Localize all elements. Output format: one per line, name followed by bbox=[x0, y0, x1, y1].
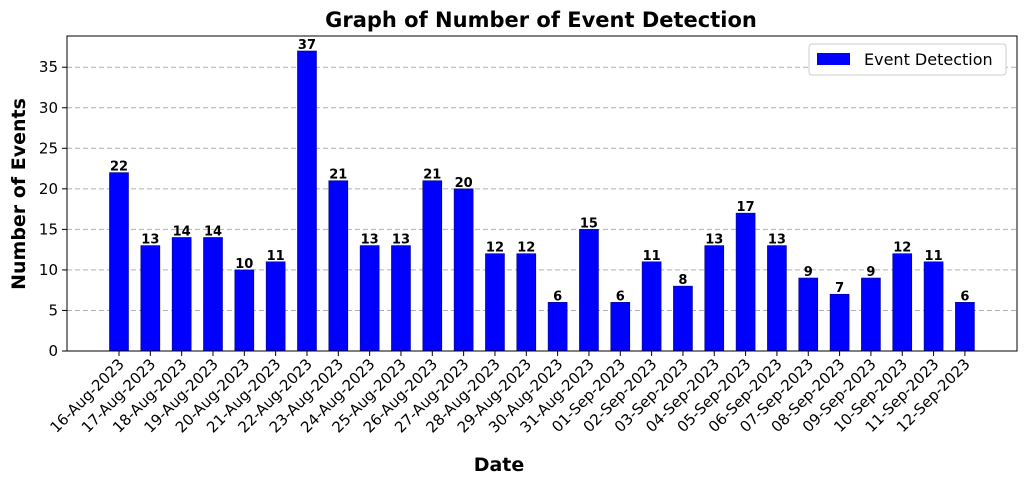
data-label: 14 bbox=[204, 224, 222, 239]
y-tick-label: 30 bbox=[39, 99, 58, 117]
bar bbox=[641, 261, 662, 352]
bar bbox=[547, 302, 568, 352]
data-label: 13 bbox=[705, 233, 723, 248]
legend-label: Event Detection bbox=[864, 50, 993, 69]
bar bbox=[955, 302, 975, 352]
bar bbox=[391, 245, 411, 352]
y-tick-label: 35 bbox=[39, 58, 58, 76]
data-label: 7 bbox=[835, 281, 844, 296]
bar bbox=[861, 277, 881, 352]
bar bbox=[485, 253, 505, 352]
data-label: 12 bbox=[893, 241, 911, 256]
legend-frame bbox=[808, 43, 1007, 76]
data-label: 13 bbox=[361, 233, 379, 248]
y-axis-ticks: 0 5 10 15 20 25 30 35 bbox=[39, 58, 67, 360]
y-axis-label: Number of Events bbox=[8, 98, 30, 290]
y-tick-label: 15 bbox=[39, 220, 58, 238]
data-label: 22 bbox=[110, 160, 128, 175]
data-label: 15 bbox=[580, 216, 598, 231]
bar bbox=[453, 188, 474, 352]
bar bbox=[234, 269, 255, 352]
data-label: 12 bbox=[517, 241, 535, 256]
x-axis-label: Date bbox=[474, 454, 525, 476]
y-tick-label: 5 bbox=[48, 301, 58, 319]
bar bbox=[829, 293, 850, 352]
y-tick-label: 25 bbox=[39, 139, 58, 157]
data-label: 6 bbox=[616, 289, 625, 304]
legend: Event Detection bbox=[808, 43, 1007, 76]
bar bbox=[297, 50, 317, 352]
data-label: 9 bbox=[804, 265, 813, 280]
bar bbox=[704, 245, 725, 352]
bar bbox=[140, 245, 161, 352]
data-label: 10 bbox=[235, 257, 253, 272]
bar bbox=[579, 229, 599, 352]
data-labels: 22 13 14 14 10 11 37 21 13 13 21 20 12 12 6 15 6 11 8 13 17 1… bbox=[110, 38, 969, 304]
y-tick-label: 0 bbox=[48, 342, 58, 360]
bar bbox=[516, 253, 537, 352]
data-label: 12 bbox=[486, 241, 504, 256]
bar bbox=[422, 180, 443, 352]
data-label: 11 bbox=[925, 249, 943, 264]
data-label: 21 bbox=[329, 168, 347, 183]
bar bbox=[328, 180, 349, 352]
y-tick-label: 10 bbox=[39, 261, 58, 279]
data-label: 6 bbox=[960, 289, 969, 304]
data-label: 9 bbox=[866, 265, 875, 280]
data-label: 13 bbox=[141, 233, 159, 248]
data-label: 13 bbox=[768, 233, 786, 248]
bar bbox=[892, 253, 913, 352]
x-axis-ticks: 16-Aug-202317-Aug-202318-Aug-202319-Aug-… bbox=[46, 351, 974, 436]
bar bbox=[798, 277, 819, 352]
data-label: 17 bbox=[737, 200, 755, 215]
data-label: 37 bbox=[298, 38, 316, 53]
y-tick-label: 20 bbox=[39, 180, 58, 198]
chart-title: Graph of Number of Event Detection bbox=[325, 8, 757, 32]
bar bbox=[735, 212, 756, 352]
data-label: 13 bbox=[392, 233, 410, 248]
data-label: 6 bbox=[553, 289, 562, 304]
bar bbox=[923, 261, 944, 352]
data-label: 20 bbox=[455, 176, 473, 191]
grid-lines bbox=[67, 66, 1017, 311]
bar bbox=[203, 237, 223, 352]
bar bbox=[171, 237, 192, 352]
bar bbox=[767, 245, 787, 352]
bar bbox=[265, 261, 286, 352]
data-label: 11 bbox=[267, 249, 285, 264]
plot-area-frame bbox=[66, 35, 1018, 352]
bars bbox=[109, 50, 975, 352]
bar bbox=[673, 285, 693, 352]
bar bbox=[359, 245, 380, 352]
data-label: 8 bbox=[678, 273, 687, 288]
legend-swatch bbox=[817, 53, 850, 65]
bar bbox=[610, 302, 631, 352]
data-label: 21 bbox=[423, 168, 441, 183]
data-label: 14 bbox=[173, 224, 191, 239]
data-label: 11 bbox=[643, 249, 661, 264]
bar bbox=[109, 172, 129, 352]
